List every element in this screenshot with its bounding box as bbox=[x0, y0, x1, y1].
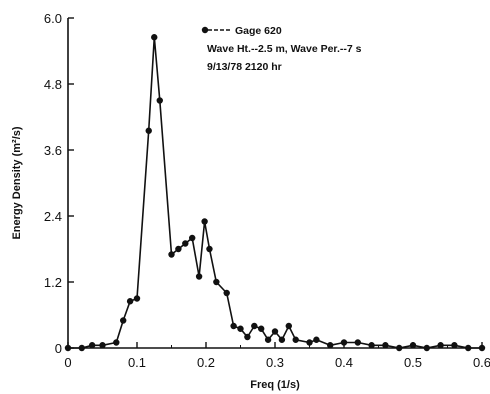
x-tick-label: 0.3 bbox=[266, 355, 284, 370]
data-point bbox=[258, 325, 265, 332]
data-point bbox=[437, 342, 444, 349]
data-point bbox=[156, 97, 163, 104]
x-axis-title: Freq (1/s) bbox=[250, 379, 300, 391]
data-point bbox=[195, 273, 203, 280]
data-point bbox=[120, 317, 127, 324]
data-point bbox=[292, 336, 299, 343]
x-tick-label: 0.6 bbox=[473, 355, 490, 370]
data-point bbox=[382, 342, 389, 349]
data-point bbox=[409, 342, 417, 349]
data-point bbox=[99, 342, 106, 349]
data-point bbox=[237, 325, 244, 332]
data-point bbox=[271, 328, 279, 335]
annotation-text: 9/13/78 2120 hr bbox=[207, 61, 282, 73]
data-point bbox=[354, 339, 361, 346]
data-point bbox=[189, 234, 196, 242]
data-point bbox=[278, 336, 286, 343]
data-point bbox=[264, 336, 272, 343]
data-point bbox=[175, 245, 182, 253]
data-point bbox=[201, 218, 208, 225]
data-point bbox=[168, 251, 175, 258]
data-point bbox=[327, 342, 334, 349]
data-point bbox=[306, 339, 313, 346]
y-tick-label: 6.0 bbox=[44, 11, 62, 26]
data-point bbox=[182, 240, 189, 247]
data-point bbox=[145, 127, 152, 134]
data-point bbox=[451, 342, 458, 349]
data-point bbox=[244, 333, 251, 341]
annotation-text: Wave Ht.--2.5 m, Wave Per.--7 s bbox=[207, 43, 362, 55]
legend-marker bbox=[201, 26, 209, 34]
x-tick-label: 0 bbox=[64, 355, 71, 370]
data-point bbox=[151, 34, 158, 41]
data-point bbox=[230, 322, 237, 330]
data-point bbox=[113, 339, 120, 346]
data-point bbox=[285, 322, 292, 330]
data-point bbox=[78, 344, 86, 352]
data-point bbox=[88, 342, 96, 349]
data-point bbox=[465, 344, 472, 352]
y-axis-title: Energy Density (m²/s) bbox=[11, 126, 23, 239]
legend-layer: Gage 620 Wave Ht.--2.5 m, Wave Per.--7 s 9… bbox=[201, 25, 362, 73]
legend-series-name: Gage 620 bbox=[235, 25, 282, 37]
series-layer bbox=[64, 34, 486, 352]
data-point bbox=[126, 298, 134, 305]
data-point bbox=[64, 344, 72, 352]
data-point bbox=[423, 344, 430, 352]
y-tick-label: 4.8 bbox=[44, 77, 62, 92]
x-tick-label: 0.4 bbox=[335, 355, 353, 370]
y-tick-label: 3.6 bbox=[44, 143, 62, 158]
y-tick-label: 2.4 bbox=[44, 209, 62, 224]
data-point bbox=[213, 278, 220, 286]
y-tick-label: 1.2 bbox=[44, 275, 62, 290]
data-point bbox=[133, 295, 141, 302]
data-point bbox=[368, 342, 375, 349]
x-tick-label: 0.1 bbox=[128, 355, 146, 370]
data-point bbox=[340, 339, 348, 346]
data-point bbox=[396, 344, 403, 352]
data-point bbox=[251, 322, 258, 330]
data-point bbox=[478, 344, 486, 352]
data-point bbox=[223, 289, 230, 297]
x-tick-label: 0.5 bbox=[404, 355, 422, 370]
data-point bbox=[313, 336, 320, 343]
x-tick-label: 0.2 bbox=[197, 355, 215, 370]
y-tick-label: 0 bbox=[55, 341, 62, 356]
data-point bbox=[206, 245, 213, 253]
